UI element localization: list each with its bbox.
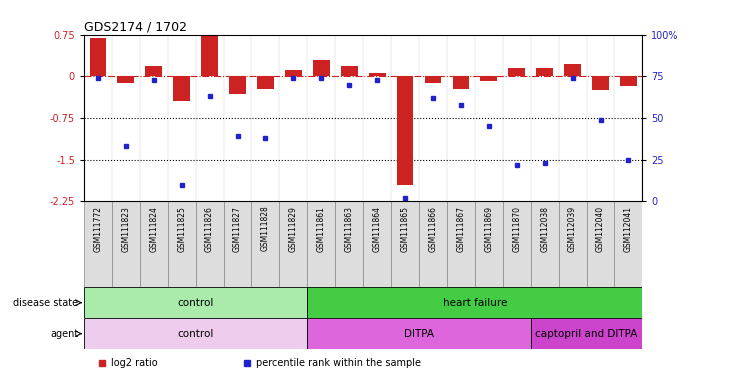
- Bar: [251, 201, 280, 287]
- Bar: [503, 201, 531, 287]
- Bar: [145, 66, 162, 76]
- Bar: [447, 201, 474, 287]
- Bar: [531, 201, 558, 287]
- Text: GSM111824: GSM111824: [149, 206, 158, 252]
- Text: GSM112038: GSM112038: [540, 206, 549, 252]
- Bar: [335, 201, 364, 287]
- Text: GSM111865: GSM111865: [401, 206, 410, 252]
- Text: GSM111861: GSM111861: [317, 206, 326, 252]
- Bar: [369, 73, 385, 76]
- Text: GSM112041: GSM112041: [624, 206, 633, 252]
- Bar: [425, 76, 442, 83]
- Bar: [84, 287, 307, 318]
- Text: captopril and DITPA: captopril and DITPA: [535, 329, 638, 339]
- Bar: [229, 76, 246, 94]
- Text: GSM111869: GSM111869: [484, 206, 493, 252]
- Bar: [84, 201, 112, 287]
- Bar: [341, 66, 358, 76]
- Text: GSM111866: GSM111866: [429, 206, 437, 252]
- Bar: [391, 201, 419, 287]
- Bar: [313, 60, 330, 76]
- Text: control: control: [177, 329, 214, 339]
- Bar: [280, 201, 307, 287]
- Text: GSM112040: GSM112040: [596, 206, 605, 252]
- Bar: [508, 68, 525, 76]
- Bar: [531, 318, 642, 349]
- Bar: [474, 201, 503, 287]
- Text: GSM111863: GSM111863: [345, 206, 354, 252]
- Bar: [223, 201, 251, 287]
- Bar: [364, 201, 391, 287]
- Text: GSM111867: GSM111867: [456, 206, 466, 252]
- Bar: [592, 76, 609, 90]
- Text: GSM111826: GSM111826: [205, 206, 214, 252]
- Bar: [90, 38, 107, 76]
- Bar: [168, 201, 196, 287]
- Text: control: control: [177, 298, 214, 308]
- Text: GDS2174 / 1702: GDS2174 / 1702: [84, 20, 187, 33]
- Bar: [139, 201, 168, 287]
- Bar: [396, 76, 413, 185]
- Bar: [173, 76, 190, 101]
- Bar: [84, 318, 307, 349]
- Bar: [558, 201, 587, 287]
- Bar: [615, 201, 642, 287]
- Text: disease state: disease state: [13, 298, 78, 308]
- Text: GSM111827: GSM111827: [233, 206, 242, 252]
- Text: GSM111825: GSM111825: [177, 206, 186, 252]
- Bar: [564, 64, 581, 76]
- Bar: [118, 76, 134, 83]
- Bar: [620, 76, 637, 86]
- Bar: [307, 318, 531, 349]
- Bar: [307, 201, 335, 287]
- Bar: [453, 76, 469, 88]
- Bar: [196, 201, 223, 287]
- Text: GSM111772: GSM111772: [93, 206, 102, 252]
- Text: GSM111870: GSM111870: [512, 206, 521, 252]
- Bar: [285, 70, 301, 76]
- Text: percentile rank within the sample: percentile rank within the sample: [256, 358, 421, 368]
- Bar: [257, 76, 274, 88]
- Text: agent: agent: [50, 329, 78, 339]
- Bar: [587, 201, 615, 287]
- Bar: [112, 201, 140, 287]
- Text: heart failure: heart failure: [442, 298, 507, 308]
- Bar: [480, 76, 497, 81]
- Bar: [201, 36, 218, 76]
- Bar: [419, 201, 447, 287]
- Text: log2 ratio: log2 ratio: [111, 358, 158, 368]
- Text: DITPA: DITPA: [404, 329, 434, 339]
- Text: GSM111829: GSM111829: [289, 206, 298, 252]
- Bar: [537, 68, 553, 76]
- Text: GSM111823: GSM111823: [121, 206, 131, 252]
- Bar: [307, 287, 642, 318]
- Text: GSM112039: GSM112039: [568, 206, 577, 252]
- Text: GSM111864: GSM111864: [372, 206, 382, 252]
- Text: GSM111828: GSM111828: [261, 206, 270, 252]
